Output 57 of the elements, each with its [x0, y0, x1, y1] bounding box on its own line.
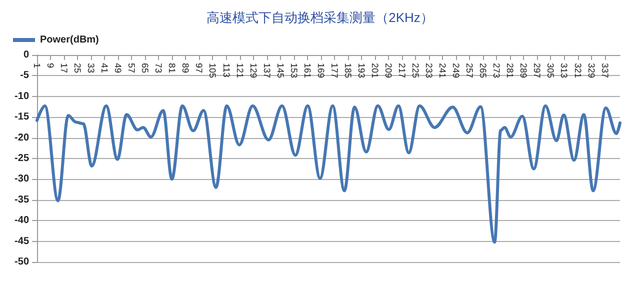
- y-tick-label: 0: [23, 50, 30, 60]
- x-tick-label: 201: [370, 63, 380, 78]
- x-tick-label: 185: [342, 63, 353, 78]
- x-tick-label: 273: [492, 63, 502, 78]
- x-tick-label: 313: [559, 63, 570, 78]
- x-tick-label: 33: [86, 63, 96, 74]
- x-tick-label: 161: [302, 63, 312, 78]
- x-tick-label: 177: [329, 63, 340, 78]
- x-tick-label: 209: [383, 63, 394, 78]
- y-tick-label: -50: [14, 256, 30, 268]
- x-tick-label: 145: [275, 63, 286, 78]
- x-tick-label: 25: [72, 63, 83, 74]
- y-tick-label: -40: [14, 215, 30, 226]
- x-tick-label: 9: [46, 63, 56, 68]
- x-tick-label: 73: [154, 63, 164, 74]
- x-tick-label: 113: [221, 63, 232, 78]
- x-tick-label: 49: [113, 63, 124, 74]
- y-tick-label: -5: [20, 70, 30, 82]
- y-tick-label: -10: [14, 90, 30, 102]
- x-tick-label: 89: [180, 63, 191, 74]
- y-tick-label: -25: [14, 153, 30, 164]
- x-tick-label: 305: [546, 63, 556, 78]
- y-tick-label: -30: [14, 174, 30, 185]
- x-tick-label: 289: [518, 63, 529, 78]
- y-tick-label: -15: [14, 112, 30, 123]
- legend-label: Power(dBm): [40, 34, 99, 46]
- x-tick-label: 233: [424, 63, 434, 78]
- x-tick-label: 121: [234, 63, 245, 78]
- y-tick-label: -35: [14, 194, 30, 206]
- x-tick-label: 65: [140, 63, 150, 74]
- x-tick-label: 241: [438, 63, 448, 78]
- x-tick-label: 337: [600, 63, 610, 78]
- x-tick-label: 265: [478, 63, 488, 78]
- x-tick-label: 57: [126, 63, 137, 74]
- y-tick-label: -20: [14, 132, 30, 144]
- x-tick-label: 1: [32, 63, 42, 68]
- x-tick-label: 153: [288, 63, 299, 78]
- x-tick-label: 329: [586, 63, 596, 78]
- x-tick-label: 137: [262, 63, 272, 78]
- x-tick-label: 81: [167, 63, 178, 74]
- x-tick-label: 193: [356, 63, 366, 78]
- x-tick-label: 105: [208, 63, 218, 78]
- x-tick-label: 97: [194, 63, 204, 74]
- x-tick-label: 225: [410, 63, 421, 78]
- line-series: [36, 104, 622, 244]
- y-tick-label: -45: [14, 236, 30, 247]
- x-tick-label: 17: [59, 63, 70, 74]
- x-tick-label: 281: [505, 63, 516, 78]
- x-tick-label: 321: [572, 63, 583, 78]
- x-tick-label: 249: [451, 63, 462, 78]
- x-tick-label: 129: [248, 63, 258, 78]
- x-tick-label: 169: [316, 63, 326, 78]
- x-tick-label: 217: [397, 63, 408, 78]
- chart-title: 高速模式下自动换档采集测量（2KHz）: [206, 10, 434, 25]
- x-tick-label: 257: [464, 63, 475, 78]
- x-tick-label: 41: [100, 63, 110, 74]
- x-tick-label: 297: [532, 63, 542, 78]
